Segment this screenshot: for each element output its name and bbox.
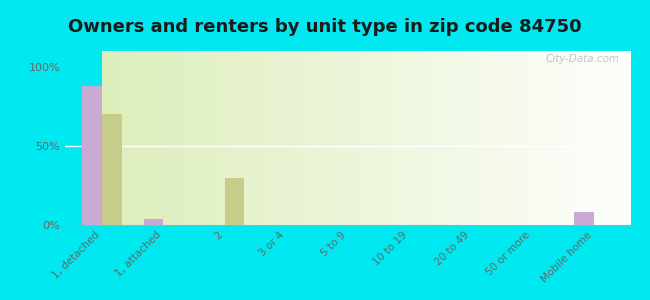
Bar: [82, 86, 102, 225]
Text: City-Data.com: City-Data.com: [545, 55, 619, 64]
Bar: [225, 178, 244, 225]
Bar: [102, 114, 122, 225]
Bar: [144, 219, 163, 225]
Bar: [574, 212, 593, 225]
Text: Owners and renters by unit type in zip code 84750: Owners and renters by unit type in zip c…: [68, 18, 582, 36]
